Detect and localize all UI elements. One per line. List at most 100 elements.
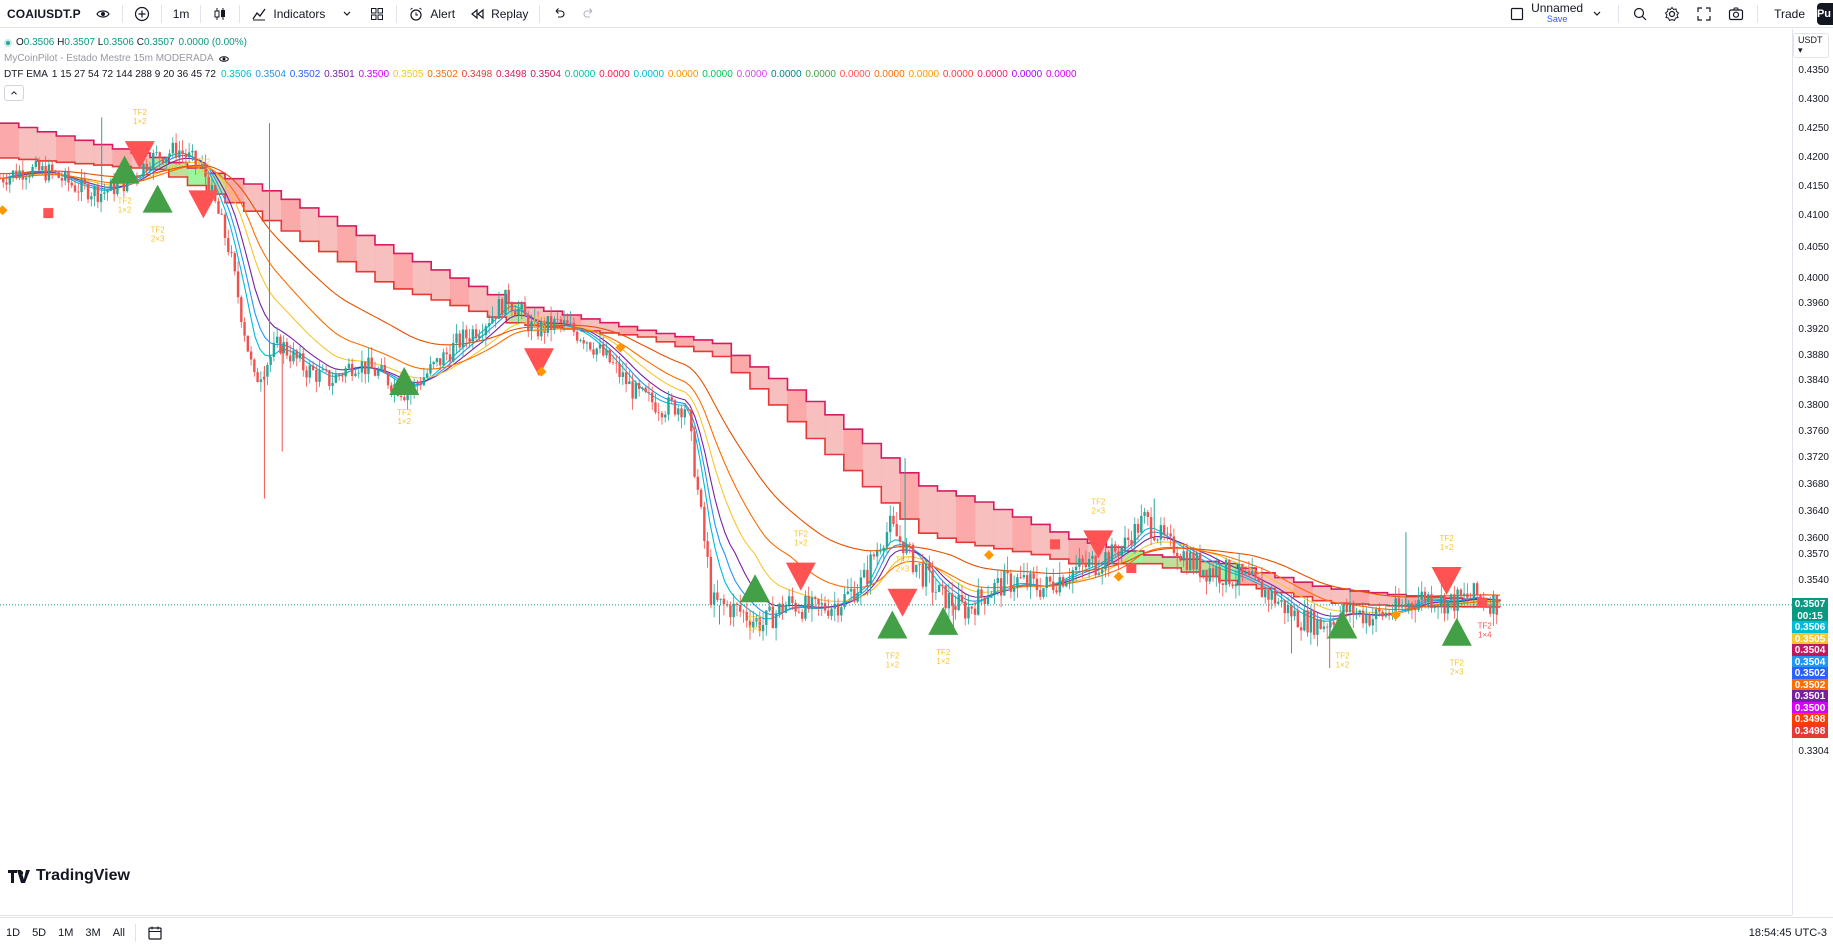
signal-square-marker [1050,539,1061,550]
quick-search-button[interactable] [1625,1,1655,27]
interval-button[interactable]: 1m [166,1,197,27]
candle-body [1218,566,1221,584]
candle-body [905,544,908,554]
go-to-date-button[interactable] [140,920,170,946]
signal-label: 1×2 [118,206,132,215]
currency-button[interactable]: USDT ▾ [1793,33,1829,58]
candle-body [197,164,201,166]
candle-body [1264,590,1267,598]
price-tick: 0.4250 [1798,123,1829,134]
price-label: 0.3504 [1792,655,1828,669]
candle-body [1492,595,1495,614]
candle-body [399,395,403,398]
candle-body [67,171,70,183]
price-label: 0.3507 [1792,598,1828,611]
candle-body [787,596,791,605]
candle-body [1254,571,1257,578]
candle-body [686,409,690,411]
layout-select-button[interactable]: Unnamed Save [1502,1,1612,27]
range-button-1d[interactable]: 1D [6,926,21,939]
candle-body [439,358,442,366]
collapse-legend-button[interactable] [4,85,24,101]
ohlc-key: C [136,37,144,48]
candle-body [1048,576,1052,582]
range-button-all[interactable]: All [112,926,125,939]
candle-body [367,357,370,375]
candle-body [187,152,191,158]
candle-body [194,150,197,165]
publish-button[interactable]: Pu [1817,2,1833,25]
candle-body [1410,603,1414,608]
candle-body [1143,512,1146,516]
settings-button[interactable] [1657,1,1687,27]
indicator-legend-row[interactable]: MyCoinPilot - Estado Mestre 15m MODERADA [4,51,1077,67]
candle-body [859,577,863,593]
candle-body [1140,515,1143,533]
indicators-button[interactable]: Indicators [244,1,332,27]
ribbon-block [281,199,301,231]
candle-body [1189,552,1192,570]
snapshot-button[interactable] [1721,1,1751,27]
ribbon-block [900,472,920,520]
candle-body [1172,536,1176,553]
candle-body [918,563,921,565]
chart-type-button[interactable] [205,1,235,27]
candle-body [474,329,478,339]
ribbon-block [618,326,638,335]
candle-body [70,182,73,186]
candle-body [644,387,647,392]
signal-label: 2×3 [1092,506,1106,515]
range-button-1m[interactable]: 1M [58,926,74,939]
ema-value: 0.0000 [599,69,633,80]
candle-body [47,164,51,181]
add-symbol-button[interactable] [127,1,157,27]
candle-body [849,589,853,592]
ribbon-block [450,278,470,306]
price-scale[interactable]: USDT ▾ 0.4350 0.4300 0.4250 0.4200 0.4150 0.4… [1792,29,1833,915]
indicators-icon [252,8,266,20]
candle-body [549,316,553,330]
ribbon-block [93,144,113,166]
candle-body [305,370,308,378]
ribbon-block [487,294,507,318]
candle-body [1234,583,1238,587]
signal-diamond-marker [0,205,8,216]
tradingview-logo[interactable]: TradingView [8,867,130,885]
candle-body [937,584,941,592]
candle-body [964,601,967,619]
signal-label: 1×2 [794,539,808,548]
candle-body [419,383,422,386]
compare-symbol-button[interactable] [88,1,118,27]
layout-grid-button[interactable] [362,1,392,27]
candle-body [1205,569,1208,582]
candle-body [429,364,432,374]
signal-label: TF2 [117,197,132,206]
sell-signal-triangle [1083,530,1114,559]
alert-button[interactable]: Alert [401,1,462,27]
candle-body [1299,627,1303,631]
candle-body [1489,604,1492,614]
candle-body [986,597,990,605]
redo-button[interactable] [574,1,604,27]
candle-body [1378,609,1381,612]
symbol-search-button[interactable]: COAIUSDT.P [0,1,88,27]
price-chart[interactable]: TF21×2TF21×2TF22×3TF21×2TF21×2TF22×3TF21… [0,29,1792,915]
fullscreen-button[interactable] [1689,1,1719,27]
candle-body [768,606,771,611]
chart-pane[interactable]: TF2 1×2 TF2 1×2 TF2 2×3 TF2 1×2 TF2 1×2 TF2 2×3 TF2 1… [0,29,1833,936]
clock-timezone[interactable]: 18:54:45 UTC-3 [1749,927,1833,939]
candle-body [543,321,546,333]
range-button-3m[interactable]: 3M [85,926,101,939]
trade-button[interactable]: Trade [1764,1,1815,27]
candle-body [677,408,680,415]
currency-label: USDT [1798,35,1823,45]
price-tick: 0.3840 [1798,375,1829,386]
replay-button[interactable]: Replay [462,1,535,27]
undo-button[interactable] [544,1,574,27]
eye-icon[interactable] [218,53,230,65]
candle-body [980,589,983,598]
indicator-legend-row[interactable]: DTF EMA 1 15 27 54 72 144 288 9 20 36 45… [4,67,1077,83]
range-button-5d[interactable]: 5D [32,926,47,939]
indicator-templates-button[interactable] [332,1,362,27]
candle-body [1374,609,1378,620]
